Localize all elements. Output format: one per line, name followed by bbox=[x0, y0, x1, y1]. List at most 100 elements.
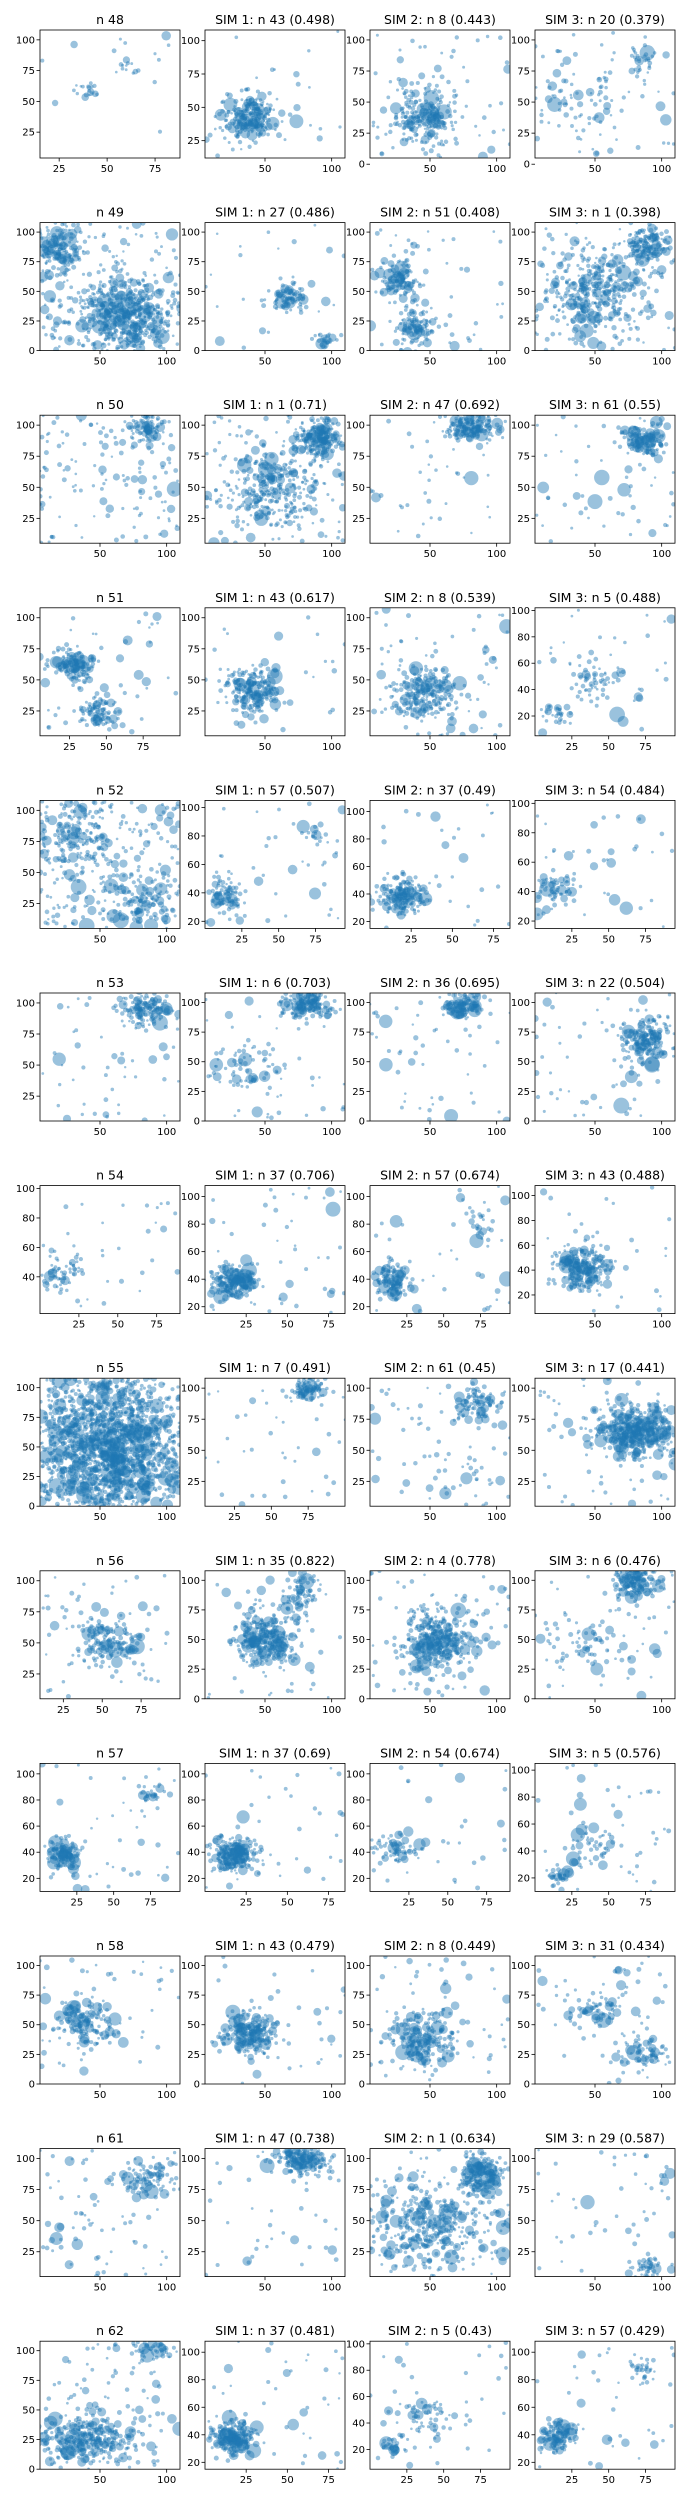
scatter-point bbox=[647, 286, 650, 289]
scatter-point bbox=[233, 544, 237, 548]
x-tick-label: 100 bbox=[322, 164, 341, 175]
scatter-point bbox=[527, 307, 531, 311]
scatter-point bbox=[614, 256, 618, 260]
scatter-point bbox=[351, 502, 355, 506]
scatter-point bbox=[664, 677, 669, 682]
scatter-point bbox=[341, 483, 344, 486]
scatter-point bbox=[289, 486, 292, 489]
scatter-point bbox=[50, 244, 53, 247]
scatter-point bbox=[137, 439, 141, 443]
scatter-point bbox=[403, 347, 413, 357]
scatter-point bbox=[544, 348, 548, 352]
y-tick-label: 25 bbox=[187, 706, 200, 717]
scatter-point bbox=[570, 247, 574, 251]
scatter-point bbox=[438, 517, 442, 521]
scatter-point bbox=[584, 294, 587, 297]
scatter-point bbox=[265, 474, 270, 479]
scatter-point bbox=[146, 640, 153, 647]
scatter-point bbox=[405, 281, 411, 287]
y-tick-label: 25 bbox=[352, 129, 365, 140]
scatter-point bbox=[104, 308, 109, 313]
scatter-point bbox=[569, 663, 572, 666]
scatter-point bbox=[139, 512, 143, 516]
scatter-point bbox=[318, 448, 321, 451]
scatter-point bbox=[450, 332, 455, 337]
scatter-point bbox=[397, 668, 400, 671]
scatter-point bbox=[294, 459, 297, 462]
y-tick-label: 20 bbox=[517, 712, 530, 723]
scatter-point bbox=[633, 320, 636, 323]
scatter-point bbox=[80, 305, 83, 308]
scatter-point bbox=[451, 635, 455, 639]
scatter-point bbox=[656, 271, 660, 275]
scatter-point bbox=[50, 535, 54, 539]
scatter-point bbox=[121, 64, 124, 67]
y-tick-label: 75 bbox=[22, 452, 35, 463]
scatter-point bbox=[567, 264, 571, 268]
scatter-point bbox=[81, 344, 84, 347]
scatter-point bbox=[100, 472, 103, 475]
scatter-point bbox=[406, 613, 411, 618]
scatter-point bbox=[93, 712, 97, 716]
scatter-point bbox=[235, 519, 240, 524]
scatter-point bbox=[402, 264, 406, 268]
scatter-point bbox=[141, 298, 145, 302]
scatter-point bbox=[253, 703, 257, 707]
scatter-point bbox=[70, 658, 72, 660]
scatter-point bbox=[425, 654, 428, 657]
scatter-point bbox=[311, 413, 314, 416]
scatter-point bbox=[410, 319, 414, 323]
scatter-point bbox=[67, 663, 71, 667]
scatter-point bbox=[301, 516, 304, 519]
scatter-point bbox=[100, 303, 104, 307]
scatter-point bbox=[594, 470, 609, 485]
scatter-point bbox=[164, 471, 168, 475]
scatter-point bbox=[173, 283, 177, 287]
scatter-point bbox=[322, 482, 325, 485]
scatter-point bbox=[79, 310, 82, 313]
scatter-point bbox=[564, 291, 569, 296]
scatter-point bbox=[450, 295, 454, 299]
scatter-point bbox=[570, 124, 574, 128]
scatter-points bbox=[36, 611, 179, 734]
scatter-point bbox=[580, 698, 584, 702]
scatter-point bbox=[572, 281, 576, 285]
scatter-point bbox=[579, 267, 583, 271]
scatter-point bbox=[125, 476, 130, 481]
scatter-point bbox=[622, 95, 626, 99]
scatter-point bbox=[399, 311, 403, 315]
scatter-point bbox=[535, 303, 543, 311]
y-tick-label: 100 bbox=[181, 36, 200, 47]
scatter-point bbox=[590, 99, 593, 102]
scatter-point bbox=[592, 671, 598, 677]
scatter-point bbox=[260, 109, 263, 112]
scatter-point bbox=[161, 501, 164, 504]
scatter-point bbox=[241, 702, 248, 709]
scatter-point bbox=[131, 430, 134, 433]
scatter-point bbox=[269, 524, 272, 527]
scatter-point bbox=[436, 161, 440, 165]
x-tick-label: 50 bbox=[589, 549, 602, 560]
scatter-point bbox=[102, 268, 106, 272]
scatter-point bbox=[629, 68, 636, 75]
scatter-point bbox=[99, 280, 102, 283]
scatter-point bbox=[612, 334, 617, 339]
scatter-point bbox=[486, 505, 489, 508]
scatter-point bbox=[563, 96, 566, 99]
scatter-point bbox=[430, 707, 433, 710]
subplot-title: SIM 3: n 20 (0.379) bbox=[545, 12, 665, 27]
scatter-point bbox=[540, 109, 543, 112]
scatter-point bbox=[549, 288, 555, 294]
scatter-point bbox=[416, 534, 421, 539]
scatter-point bbox=[469, 699, 472, 702]
scatter-point bbox=[476, 419, 480, 423]
scatter-point bbox=[391, 264, 394, 267]
scatter-point bbox=[635, 74, 639, 78]
scatter-point bbox=[153, 80, 157, 84]
subplot-title: SIM 2: n 8 (0.539) bbox=[384, 590, 496, 605]
scatter-point bbox=[164, 500, 167, 503]
scatter-point bbox=[123, 262, 127, 266]
scatter-point bbox=[291, 280, 296, 285]
scatter-point bbox=[88, 654, 96, 662]
